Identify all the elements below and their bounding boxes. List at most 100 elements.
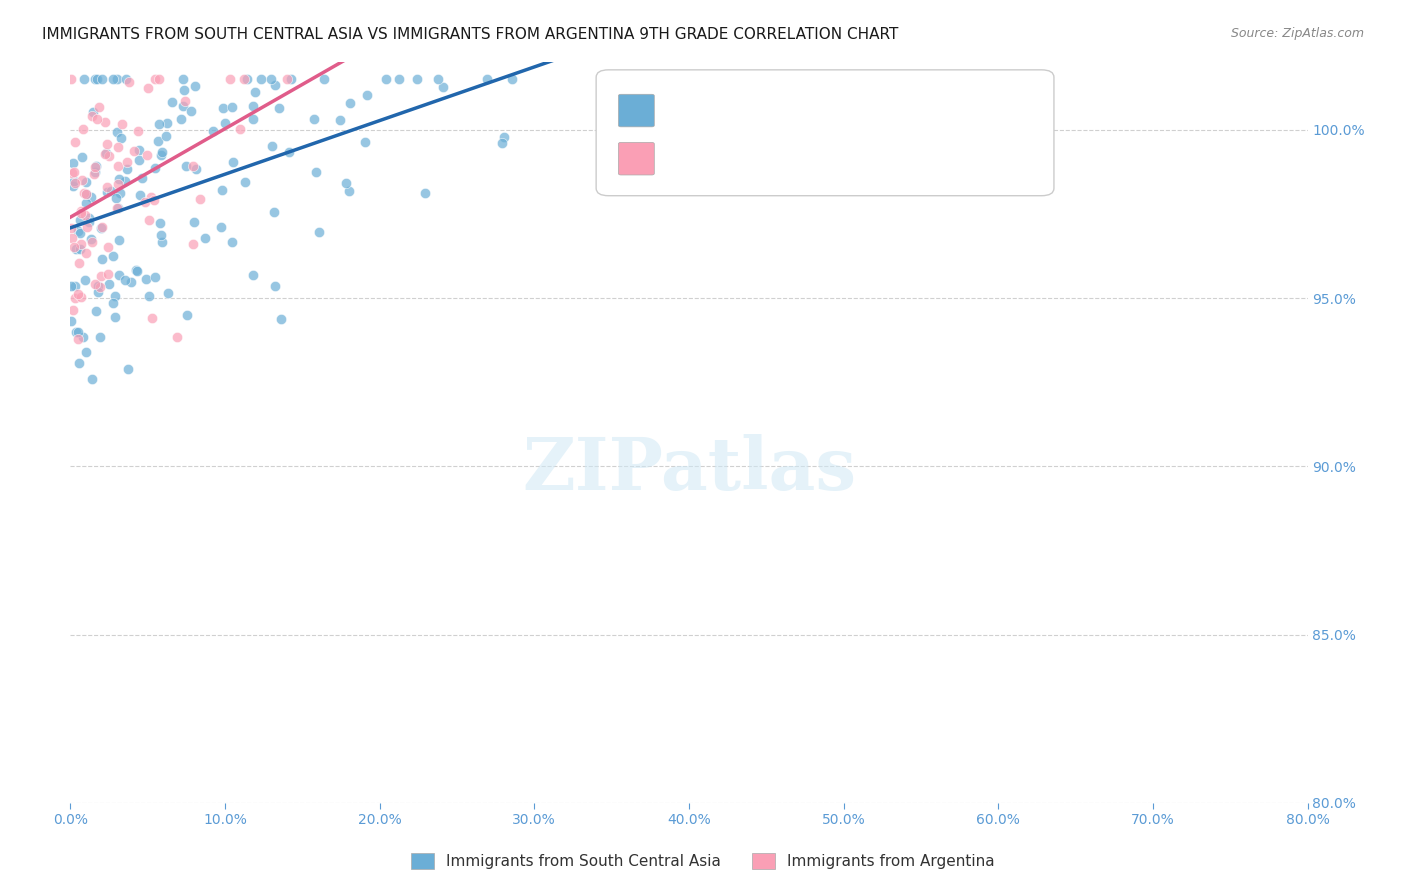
Point — [228, 122, 250, 136]
Point — [65, 325, 87, 339]
Point — [91, 252, 114, 266]
Point — [115, 154, 138, 169]
Point — [98, 277, 121, 291]
Text: R = 0.245   N =  68: R = 0.245 N = 68 — [664, 140, 855, 158]
Point — [62, 179, 84, 194]
Legend: Immigrants from South Central Asia, Immigrants from Argentina: Immigrants from South Central Asia, Immi… — [405, 847, 1001, 875]
Point — [492, 130, 515, 145]
Point — [70, 290, 93, 304]
Point — [80, 190, 103, 204]
Point — [184, 161, 207, 176]
Point — [143, 161, 166, 176]
Point — [97, 267, 120, 281]
Point — [82, 104, 104, 119]
Point — [148, 117, 170, 131]
Text: IMMIGRANTS FROM SOUTH CENTRAL ASIA VS IMMIGRANTS FROM ARGENTINA 9TH GRADE CORREL: IMMIGRANTS FROM SOUTH CENTRAL ASIA VS IM… — [42, 27, 898, 42]
Point — [115, 72, 138, 87]
Point — [104, 310, 127, 325]
Point — [66, 224, 89, 238]
Point — [335, 176, 357, 190]
Point — [173, 83, 195, 97]
Point — [84, 72, 107, 87]
Point — [181, 159, 204, 173]
Point — [108, 172, 131, 186]
Point — [63, 240, 86, 254]
Point — [84, 164, 107, 178]
Point — [337, 184, 360, 198]
Point — [82, 235, 104, 249]
Point — [308, 225, 330, 239]
Point — [305, 165, 328, 179]
FancyBboxPatch shape — [619, 95, 654, 127]
Point — [122, 145, 145, 159]
Point — [157, 285, 180, 300]
Point — [194, 231, 217, 245]
Point — [101, 296, 124, 310]
Point — [70, 150, 93, 164]
Point — [107, 140, 129, 154]
Point — [242, 112, 264, 127]
Point — [75, 187, 97, 202]
Point — [138, 289, 160, 303]
Text: ZIPatlas: ZIPatlas — [522, 434, 856, 505]
Point — [269, 101, 291, 115]
Point — [59, 221, 82, 235]
Point — [166, 330, 188, 344]
Point — [69, 213, 91, 227]
Point — [176, 308, 198, 322]
Text: Source: ZipAtlas.com: Source: ZipAtlas.com — [1230, 27, 1364, 40]
Point — [115, 161, 138, 176]
Point — [63, 291, 86, 305]
Point — [80, 372, 103, 386]
Point — [249, 72, 271, 87]
Point — [188, 192, 211, 206]
Point — [138, 213, 160, 227]
Point — [75, 196, 97, 211]
Point — [221, 235, 243, 249]
Point — [117, 362, 139, 376]
Point — [108, 268, 131, 282]
Point — [277, 145, 299, 159]
Point — [134, 194, 156, 209]
Text: R = 0.479   N = 140: R = 0.479 N = 140 — [664, 92, 860, 110]
Point — [67, 326, 90, 340]
Point — [222, 154, 245, 169]
Point — [127, 264, 149, 278]
Point — [101, 72, 124, 87]
Point — [263, 78, 285, 92]
Point — [141, 190, 163, 204]
Point — [427, 72, 450, 87]
Point — [314, 72, 336, 87]
Point — [75, 245, 97, 260]
Point — [60, 279, 83, 293]
Point — [211, 101, 233, 115]
Point — [63, 135, 86, 149]
Point — [118, 75, 141, 89]
Point — [201, 124, 224, 138]
Point — [73, 208, 96, 222]
Point — [180, 104, 202, 119]
Point — [62, 156, 84, 170]
Point — [107, 159, 129, 173]
Point — [209, 219, 232, 234]
Point — [128, 153, 150, 168]
Point — [280, 72, 302, 87]
Point — [60, 166, 83, 180]
Point — [242, 268, 264, 283]
Point — [150, 148, 173, 162]
Point — [260, 72, 283, 87]
Point — [149, 228, 172, 243]
Point — [131, 170, 153, 185]
Point — [432, 80, 454, 95]
Point — [149, 216, 172, 230]
Point — [84, 160, 107, 174]
Point — [76, 219, 98, 234]
Point — [75, 175, 97, 189]
Point — [59, 72, 82, 87]
Point — [100, 185, 122, 199]
Point — [105, 72, 128, 87]
Point — [107, 177, 129, 191]
Point — [260, 139, 283, 153]
Point — [90, 268, 112, 283]
Point — [221, 100, 243, 114]
